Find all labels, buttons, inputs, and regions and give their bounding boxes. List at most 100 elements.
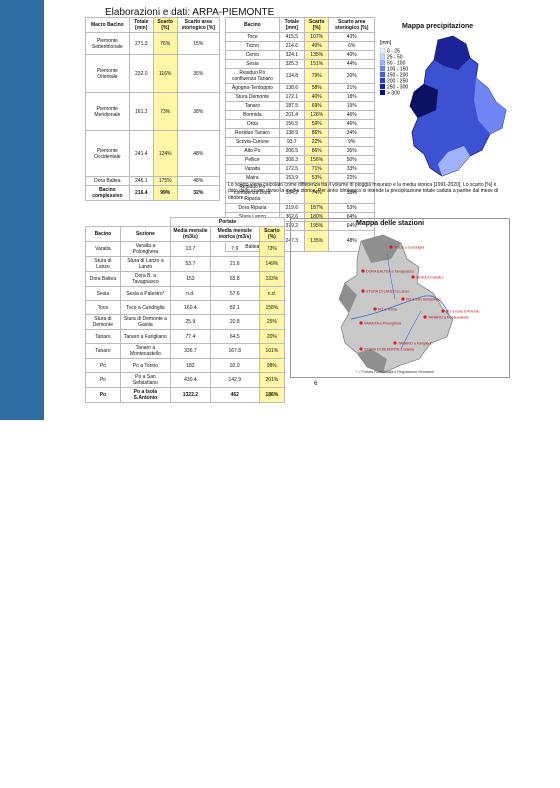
table-cell: Sesia	[225, 59, 280, 69]
sidebar-subtitle: precipitazioni e portate mensili	[2, 502, 17, 682]
legend-swatch	[379, 47, 386, 54]
station-marker	[411, 275, 415, 279]
table-row: Stura di Demonte Stura di Demonte a Gaiol…	[85, 314, 286, 330]
table-cell: 86%	[303, 128, 330, 138]
table-cell: Stura di Demonte	[85, 314, 121, 330]
table-row: Scrivia-Curone 93.7 22% 9%	[225, 137, 375, 147]
table-cell: Varaita a Polonghera	[119, 241, 172, 257]
table-cell: 219.6	[278, 203, 305, 213]
table-cell: Ticino	[225, 41, 280, 51]
table-cell: 214.6	[278, 41, 305, 51]
table-cell: Dora Baltea	[85, 176, 130, 186]
legend-swatch	[379, 65, 386, 72]
table-cell: 156.5	[278, 119, 305, 129]
table-cell: 415.5	[278, 32, 305, 42]
table-cell: 161.2	[128, 92, 154, 131]
table-cell: 134.8	[278, 68, 305, 84]
table-cell: 325.3	[278, 59, 305, 69]
table-cell: Dora Riparia	[225, 203, 280, 213]
table-cell: 82.1	[209, 300, 260, 315]
table-row: Toce Toce a Candoglia 160.4 82.1 158%	[85, 300, 286, 315]
low-precip-area	[474, 78, 506, 134]
mountain-shading	[339, 235, 401, 373]
col-header: Media mensile storica (m3/s)	[209, 226, 260, 242]
page-number: 6	[314, 381, 318, 387]
table-cell: 308.3	[278, 155, 305, 165]
stations-map-footnote: * = Portata Fuori Soglia o Regolazione S…	[356, 370, 434, 374]
col-header: Scarto [%]	[303, 17, 330, 33]
high-precip-area	[434, 36, 470, 70]
table-row: Po Po a San Sebastiano 430.4 142.9 201%	[85, 372, 286, 388]
table-cell: Sesia a Palestro*	[119, 286, 172, 301]
col-header: Totale [mm]	[278, 17, 305, 33]
table-row: Toce 415.5 107% 43%	[225, 32, 375, 42]
col-header: Media mensile (m3/s)	[170, 226, 211, 242]
table-cell: Stura di Lanzo	[85, 256, 121, 272]
station-label: DORA BALTEA a Tavagnasco	[366, 270, 414, 274]
table-cell: 59%	[303, 119, 330, 129]
table-cell: 126%	[303, 110, 330, 120]
table-row: Po Po a Isola S.Antonio 1322.2 462 186%	[85, 387, 286, 403]
table-cell: 1322.2	[170, 387, 211, 403]
table-cell: 172.1	[278, 92, 305, 102]
table-cell: 101%	[258, 343, 286, 359]
station-label: PO a Torino	[378, 308, 397, 312]
table-cell: Bormida	[225, 110, 280, 120]
table-row: Tanaro Tanaro a Farigliano 77.4 64.5 20%	[85, 329, 286, 344]
table-cell: Piemonte Occidentale	[85, 130, 130, 177]
table-cell: 175%	[152, 176, 178, 186]
station-marker	[441, 309, 445, 313]
table-cell: 430.4	[170, 372, 211, 388]
table-row: Alto Po 206.5 86% 36%	[225, 146, 375, 156]
river-line	[350, 295, 450, 320]
legend-label: 250 - 300	[387, 85, 408, 91]
table-cell: Alto Po	[225, 146, 280, 156]
station-label: SESIA a Palestro	[416, 276, 444, 280]
table-cell: 53%	[328, 203, 375, 213]
table-cell: n.d.	[258, 286, 286, 301]
legend-label: 100 - 150	[387, 67, 408, 73]
station-label: VARAITA a Polonghera	[364, 322, 401, 326]
table-cell: 149%	[258, 256, 286, 272]
river-line	[400, 310, 422, 350]
legend-label: 25 - 50	[387, 55, 403, 61]
table-cell: 34%	[328, 128, 375, 138]
table-row: Piemonte Orientale 232.0 116% 35%	[85, 54, 221, 93]
table-cell: 25.9	[170, 314, 211, 330]
table-cell: 462	[209, 387, 260, 403]
table-row: Stura di Lanzo Stura di Lanzo a Lanzo 53.7…	[85, 256, 286, 272]
table-cell: 86%	[303, 146, 330, 156]
table-cell: 18%	[328, 92, 375, 102]
table-cell: Stura di Demonte a Gaiola	[119, 314, 172, 330]
table-cell: 46%	[328, 110, 375, 120]
table-cell: 48%	[176, 130, 221, 177]
sidebar-date: APRILE 2025	[16, 691, 33, 788]
legend-swatch	[379, 53, 386, 60]
station-label: TOCE a Candoglia	[394, 246, 424, 250]
table-row: Piemonte Settentrionale 271.3 76% 15%	[85, 32, 221, 55]
station-label: PO a Isola S.Antonio	[446, 310, 479, 314]
station-label: PO a San Sebastiano	[406, 298, 441, 302]
precipitation-map-title: Mappa precipitazione	[402, 23, 474, 30]
legend-label: 50 - 100	[387, 61, 406, 67]
table-cell: 167.8	[209, 343, 260, 359]
legend-label: 0 - 25	[387, 49, 400, 55]
table-cell: 19%	[328, 101, 375, 111]
river-line	[386, 252, 396, 300]
table-row: Stura Demonte 172.1 40% 18%	[225, 92, 375, 102]
stations-map: DORA BALTEA a Tavagnasco TOCE a Candoglia…	[290, 218, 510, 378]
portate-header: Portate	[170, 217, 285, 227]
station-label: STURA DI DEMONTE a Gaiola	[364, 348, 414, 352]
legend-label: 150 - 200	[387, 73, 408, 79]
table-cell: 153	[170, 271, 211, 287]
table-cell: 201%	[258, 372, 286, 388]
table-cell: 53.7	[170, 256, 211, 272]
station-marker	[361, 269, 365, 273]
station-marker	[359, 321, 363, 325]
table-row: Cervo 324.1 135% 40%	[225, 50, 375, 60]
table-cell: 35%	[176, 54, 221, 93]
legend-label: > 300	[387, 91, 400, 97]
table-cell: Orba	[225, 119, 280, 129]
table-cell: Toce	[225, 32, 280, 42]
